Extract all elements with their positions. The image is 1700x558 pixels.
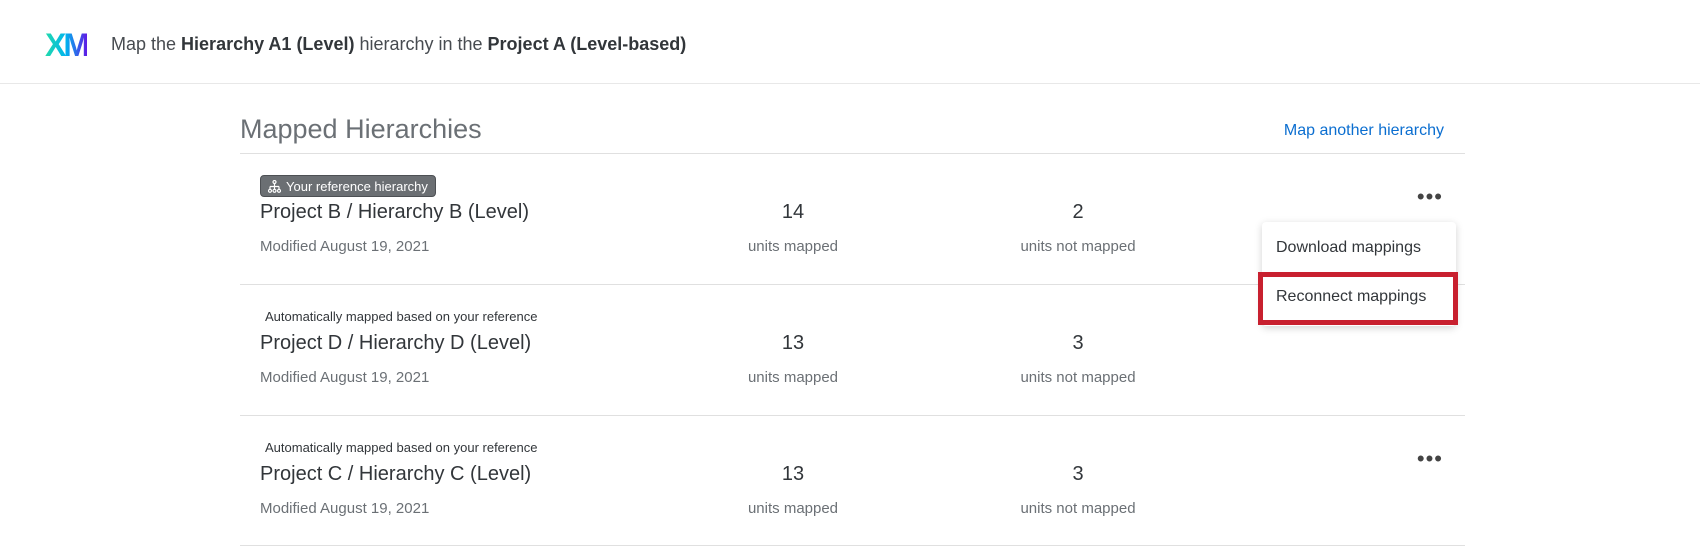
units-not-mapped-label: units not mapped: [1020, 369, 1136, 386]
hierarchy-name: Project D / Hierarchy D (Level): [260, 332, 532, 354]
units-not-mapped-label: units not mapped: [1020, 238, 1136, 255]
hierarchy-name: Project B / Hierarchy B (Level): [260, 201, 529, 223]
reference-badge: Your reference hierarchy: [260, 175, 436, 197]
units-not-mapped-count: 3: [1072, 332, 1084, 354]
modified-date: Modified August 19, 2021: [260, 500, 430, 517]
page-title: Mapped Hierarchies: [240, 114, 482, 144]
auto-mapped-note: Automatically mapped based on your refer…: [265, 440, 538, 455]
hierarchy-row: Your reference hierarchy Project B / Hie…: [240, 153, 1465, 284]
units-not-mapped-count: 3: [1072, 463, 1084, 485]
units-mapped: 13 units mapped: [693, 416, 893, 517]
header: XM Map the Hierarchy A1 (Level) hierarch…: [0, 0, 1700, 84]
units-mapped-label: units mapped: [747, 500, 839, 517]
units-not-mapped-count: 2: [1072, 201, 1084, 223]
hierarchy-row: Automatically mapped based on your refer…: [240, 415, 1465, 546]
units-mapped-count: 13: [781, 332, 805, 354]
units-not-mapped-label: units not mapped: [1020, 500, 1136, 517]
units-mapped: 14 units mapped: [693, 154, 893, 255]
page-header-title: Map the Hierarchy A1 (Level) hierarchy i…: [111, 34, 687, 54]
units-mapped: 13 units mapped: [693, 285, 893, 386]
units-mapped-count: 14: [781, 201, 805, 223]
units-not-mapped: 2 units not mapped: [978, 154, 1178, 255]
auto-mapped-note: Automatically mapped based on your refer…: [265, 309, 538, 324]
units-mapped-label: units mapped: [747, 238, 839, 255]
hierarchy-row: Automatically mapped based on your refer…: [240, 284, 1465, 415]
badge-label: Your reference hierarchy: [286, 178, 428, 194]
hierarchy-name: Project C / Hierarchy C (Level): [260, 463, 532, 485]
divider: [240, 545, 1465, 546]
menu-item-download-mappings[interactable]: Download mappings: [1276, 239, 1421, 256]
units-not-mapped: 3 units not mapped: [978, 285, 1178, 386]
xm-logo: XM: [45, 27, 90, 63]
more-options-icon[interactable]: •••: [1416, 446, 1443, 471]
modified-date: Modified August 19, 2021: [260, 369, 430, 386]
units-not-mapped: 3 units not mapped: [978, 416, 1178, 517]
modified-date: Modified August 19, 2021: [260, 238, 430, 255]
map-another-hierarchy-link[interactable]: Map another hierarchy: [1283, 122, 1444, 139]
hierarchy-icon: [268, 179, 281, 193]
highlight-box: [1258, 272, 1458, 325]
units-mapped-count: 13: [781, 463, 805, 485]
more-options-icon[interactable]: •••: [1416, 184, 1443, 209]
menu-item-reconnect-mappings[interactable]: Reconnect mappings: [1276, 288, 1427, 305]
units-mapped-label: units mapped: [747, 369, 839, 386]
